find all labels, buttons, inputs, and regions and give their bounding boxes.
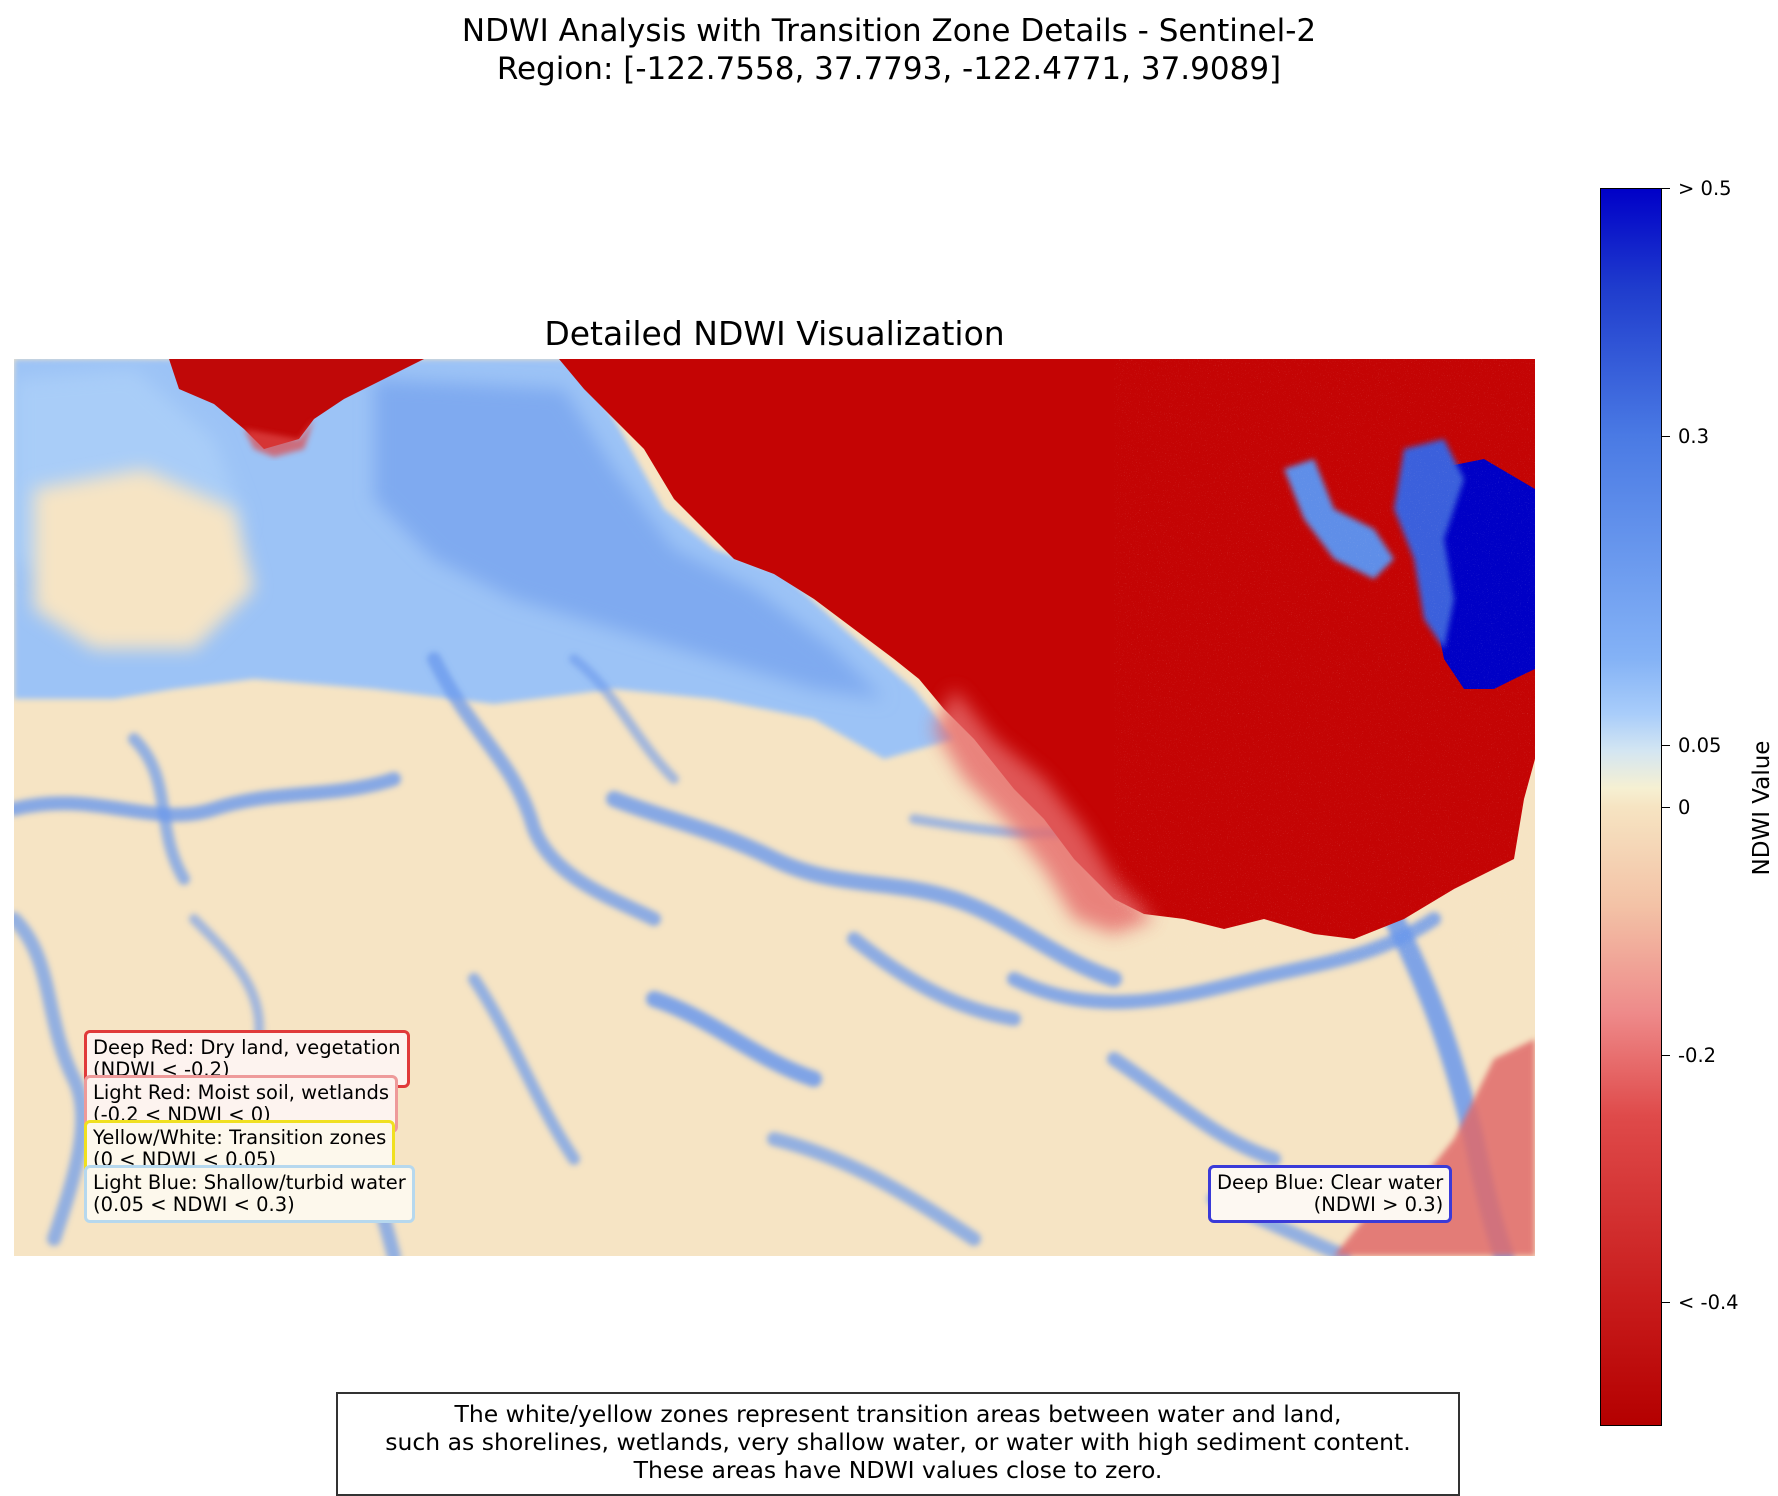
legend-light-blue-line2: (0.05 < NDWI < 0.3) <box>93 1193 295 1216</box>
note-line2: such as shorelines, wetlands, very shall… <box>385 1428 1411 1456</box>
moist-edge-northwest <box>244 419 314 457</box>
dry-land-northwest <box>169 359 424 449</box>
colorbar-axis-label: NDWI Value <box>1749 740 1775 876</box>
moist-soil-southeast <box>1334 1039 1535 1256</box>
legend-light-blue-line1: Light Blue: Shallow/turbid water <box>93 1171 406 1194</box>
legend-deep-blue: Deep Blue: Clear water (NDWI > 0.3) <box>1208 1165 1453 1223</box>
legend-deep-blue-line1: Deep Blue: Clear water <box>1217 1171 1444 1194</box>
legend-yellow-line1: Yellow/White: Transition zones <box>93 1126 387 1149</box>
legend-deep-red-line1: Deep Red: Dry land, vegetation <box>93 1036 401 1059</box>
colorbar-label-neg-0-2: -0.2 <box>1678 1044 1717 1067</box>
colorbar-label-0: 0 <box>1678 796 1691 819</box>
colorbar-tick <box>1662 436 1670 437</box>
land-texture <box>1114 359 1535 959</box>
transition-patch <box>34 469 254 649</box>
colorbar-label-max: > 0.5 <box>1678 177 1732 200</box>
deeper-blue-bay <box>374 379 884 699</box>
map-title: Detailed NDWI Visualization <box>544 314 1005 353</box>
figure-title-line2: Region: [-122.7558, 37.7793, -122.4771, … <box>496 51 1282 87</box>
colorbar-tick <box>1662 1055 1670 1056</box>
colorbar-tick <box>1662 745 1670 746</box>
note-line1: The white/yellow zones represent transit… <box>454 1400 1342 1428</box>
colorbar <box>1600 188 1662 1426</box>
legend-light-red-line1: Light Red: Moist soil, wetlands <box>93 1081 390 1104</box>
colorbar-tick <box>1662 188 1670 189</box>
colorbar-label-min: < -0.4 <box>1678 1291 1739 1314</box>
explanation-note: The white/yellow zones represent transit… <box>336 1392 1460 1496</box>
note-line3: These areas have NDWI values close to ze… <box>633 1456 1163 1484</box>
colorbar-tick <box>1662 1302 1670 1303</box>
legend-deep-blue-line2: (NDWI > 0.3) <box>1313 1193 1444 1216</box>
legend-light-blue: Light Blue: Shallow/turbid water (0.05 <… <box>84 1165 415 1223</box>
colorbar-label-0-3: 0.3 <box>1678 425 1710 448</box>
colorbar-label-0-05: 0.05 <box>1678 734 1722 757</box>
moist-soil-gradient <box>934 689 1154 934</box>
figure-title-line1: NDWI Analysis with Transition Zone Detai… <box>461 13 1317 49</box>
colorbar-tick <box>1662 807 1670 808</box>
